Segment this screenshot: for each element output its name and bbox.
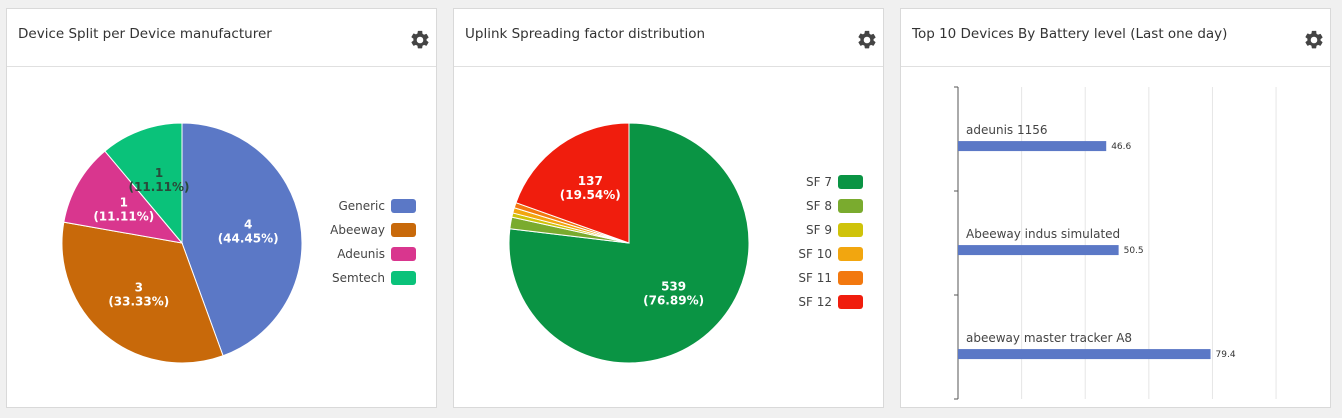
battery-bar-chart: adeunis 1156 46.6 Abeeway indus simulated 5… — [954, 86, 1277, 400]
spreading-factor-panel: Uplink Spreading factor distribution 539… — [453, 8, 884, 408]
legend-swatch — [838, 223, 863, 237]
gear-icon[interactable] — [1303, 29, 1325, 51]
pie-slice — [63, 150, 184, 244]
legend-swatch — [391, 199, 416, 213]
pie-slice — [181, 122, 303, 357]
slice-value-label: 137 — [578, 174, 603, 188]
bar-category-label: Abeeway indus simulated — [966, 227, 1120, 241]
gear-icon[interactable] — [856, 29, 878, 51]
bar — [958, 349, 1211, 360]
slice-percent-label: (11.11%) — [129, 180, 190, 194]
slice-percent-label: (11.11%) — [93, 209, 154, 223]
bar-category-label: abeeway master tracker A8 — [966, 331, 1132, 345]
gear-icon[interactable] — [409, 29, 431, 51]
legend-label: Generic — [338, 199, 385, 213]
legend-label: SF 8 — [806, 199, 832, 213]
pie-slice — [104, 122, 183, 245]
legend-swatch — [838, 295, 863, 309]
legend-label: SF 11 — [798, 271, 832, 285]
slice-percent-label: (44.45%) — [218, 231, 279, 245]
slice-value-label: 1 — [155, 166, 163, 180]
legend-swatch — [838, 247, 863, 261]
legend-label: SF 10 — [798, 247, 832, 261]
legend-label: Abeeway — [330, 223, 385, 237]
bar-value-label: 79.4 — [1216, 350, 1236, 360]
legend-swatch — [838, 199, 863, 213]
panel-title: Uplink Spreading factor distribution — [465, 26, 706, 42]
bar — [958, 245, 1119, 256]
legend-swatch — [391, 223, 416, 237]
slice-value-label: 539 — [661, 279, 686, 293]
slice-percent-label: (19.54%) — [560, 188, 621, 202]
legend-swatch — [838, 175, 863, 189]
pie-slice — [61, 221, 224, 364]
legend-label: SF 7 — [806, 175, 832, 189]
legend-label: SF 9 — [806, 223, 832, 237]
panel-title: Top 10 Devices By Battery level (Last on… — [912, 26, 1228, 42]
bar-value-label: 50.5 — [1124, 246, 1144, 256]
legend-swatch — [838, 271, 863, 285]
battery-level-panel: Top 10 Devices By Battery level (Last on… — [900, 8, 1331, 408]
slice-value-label: 3 — [135, 280, 143, 294]
panel-header: Uplink Spreading factor distribution — [454, 9, 883, 67]
spreading-factor-pie-chart: 539(76.89%) 137(19.54%) SF 7 SF 8 SF 9 SF 10 S… — [508, 122, 863, 364]
bar — [958, 141, 1107, 152]
legend-swatch — [391, 247, 416, 261]
panel-header: Device Split per Device manufacturer — [7, 9, 436, 67]
device-split-pie-chart: 4(44.45%)3(33.33%)1(11.11%)1(11.11%)Gene… — [61, 122, 416, 364]
slice-percent-label: (76.89%) — [643, 293, 704, 307]
legend-label: Adeunis — [337, 247, 385, 261]
bar-value-label: 46.6 — [1111, 142, 1131, 152]
legend-swatch — [391, 271, 416, 285]
slice-value-label: 1 — [120, 195, 128, 209]
legend-label: Semtech — [332, 271, 385, 285]
legend-label: SF 12 — [798, 295, 832, 309]
bar-category-label: adeunis 1156 — [966, 123, 1048, 137]
pie-slice — [515, 122, 630, 244]
panel-header: Top 10 Devices By Battery level (Last on… — [901, 9, 1330, 67]
slice-value-label: 4 — [244, 217, 252, 231]
device-split-panel: Device Split per Device manufacturer 4 (4… — [6, 8, 437, 408]
slice-percent-label: (33.33%) — [108, 294, 169, 308]
panel-title: Device Split per Device manufacturer — [18, 26, 272, 42]
